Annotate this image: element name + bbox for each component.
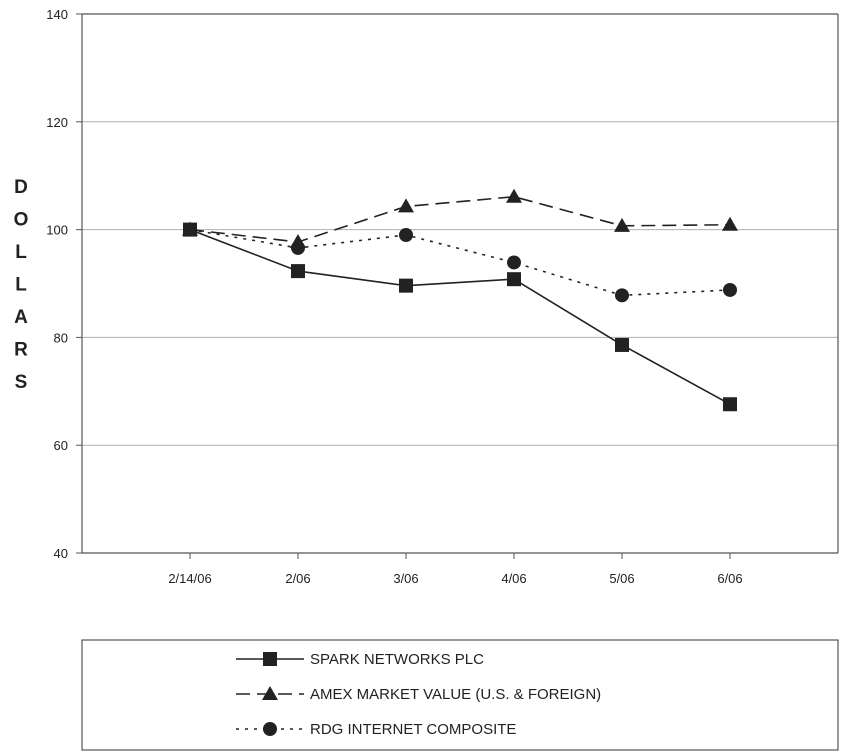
series-line-1 — [189, 228, 731, 405]
legend: SPARK NETWORKS PLC AMEX MARKET VALUE (U.S… — [81, 639, 839, 751]
x-tick-label: 3/06 — [393, 571, 418, 586]
data-point-circle — [399, 227, 413, 242]
legend-box — [81, 639, 839, 751]
y-tick-label: 100 — [46, 223, 68, 238]
data-point-triangle — [614, 217, 630, 232]
data-point-square — [291, 264, 305, 279]
x-tick-label: 4/06 — [501, 571, 526, 586]
series-lines — [189, 195, 731, 405]
data-point-square — [507, 272, 521, 287]
x-tick-labels: 2/14/06 2/06 3/06 4/06 5/06 6/06 — [168, 571, 742, 586]
legend-label: AMEX MARKET VALUE (U.S. & FOREIGN) — [310, 686, 601, 703]
x-tick-label: 6/06 — [717, 571, 742, 586]
data-point-square — [615, 337, 629, 352]
legend-marker-triangle — [262, 686, 278, 700]
y-tick-label: 140 — [46, 7, 68, 22]
data-point-circle — [291, 240, 305, 255]
y-tick-labels: 40 60 80 100 120 140 — [46, 7, 68, 561]
y-axis-label-letter: S — [15, 372, 28, 393]
x-tick-label: 5/06 — [609, 571, 634, 586]
y-axis-label-letter: A — [14, 307, 28, 328]
data-point-circle — [615, 288, 629, 303]
y-tick-label: 40 — [54, 546, 68, 561]
data-point-triangle — [398, 198, 414, 213]
legend-marker-circle — [263, 722, 277, 736]
legend-marker-square — [263, 652, 277, 666]
data-point-circle — [507, 255, 521, 270]
y-tick-label: 60 — [54, 438, 68, 453]
data-point-triangle — [506, 188, 522, 203]
series-markers — [182, 188, 738, 412]
series-line-2 — [189, 195, 731, 243]
x-tick-label: 2/06 — [285, 571, 310, 586]
y-axis-label-letter: D — [14, 177, 28, 198]
gridlines — [82, 121, 838, 446]
data-point-triangle — [722, 216, 738, 231]
series-line-3 — [189, 228, 731, 297]
data-point-square — [399, 278, 413, 293]
y-axis-label-letter: O — [14, 210, 29, 231]
y-tick-label: 80 — [54, 330, 68, 345]
data-point-square — [723, 397, 737, 412]
x-tick-label: 2/14/06 — [168, 571, 211, 586]
y-axis-label-letter: L — [15, 242, 27, 263]
axes — [76, 13, 839, 559]
y-axis-label-letter: L — [15, 275, 27, 296]
data-point-circle — [723, 282, 737, 297]
legend-label: RDG INTERNET COMPOSITE — [310, 721, 516, 738]
legend-label: SPARK NETWORKS PLC — [310, 651, 484, 668]
y-tick-label: 120 — [46, 115, 68, 130]
data-point-circle — [183, 222, 197, 237]
y-axis-label-letter: R — [14, 340, 28, 361]
